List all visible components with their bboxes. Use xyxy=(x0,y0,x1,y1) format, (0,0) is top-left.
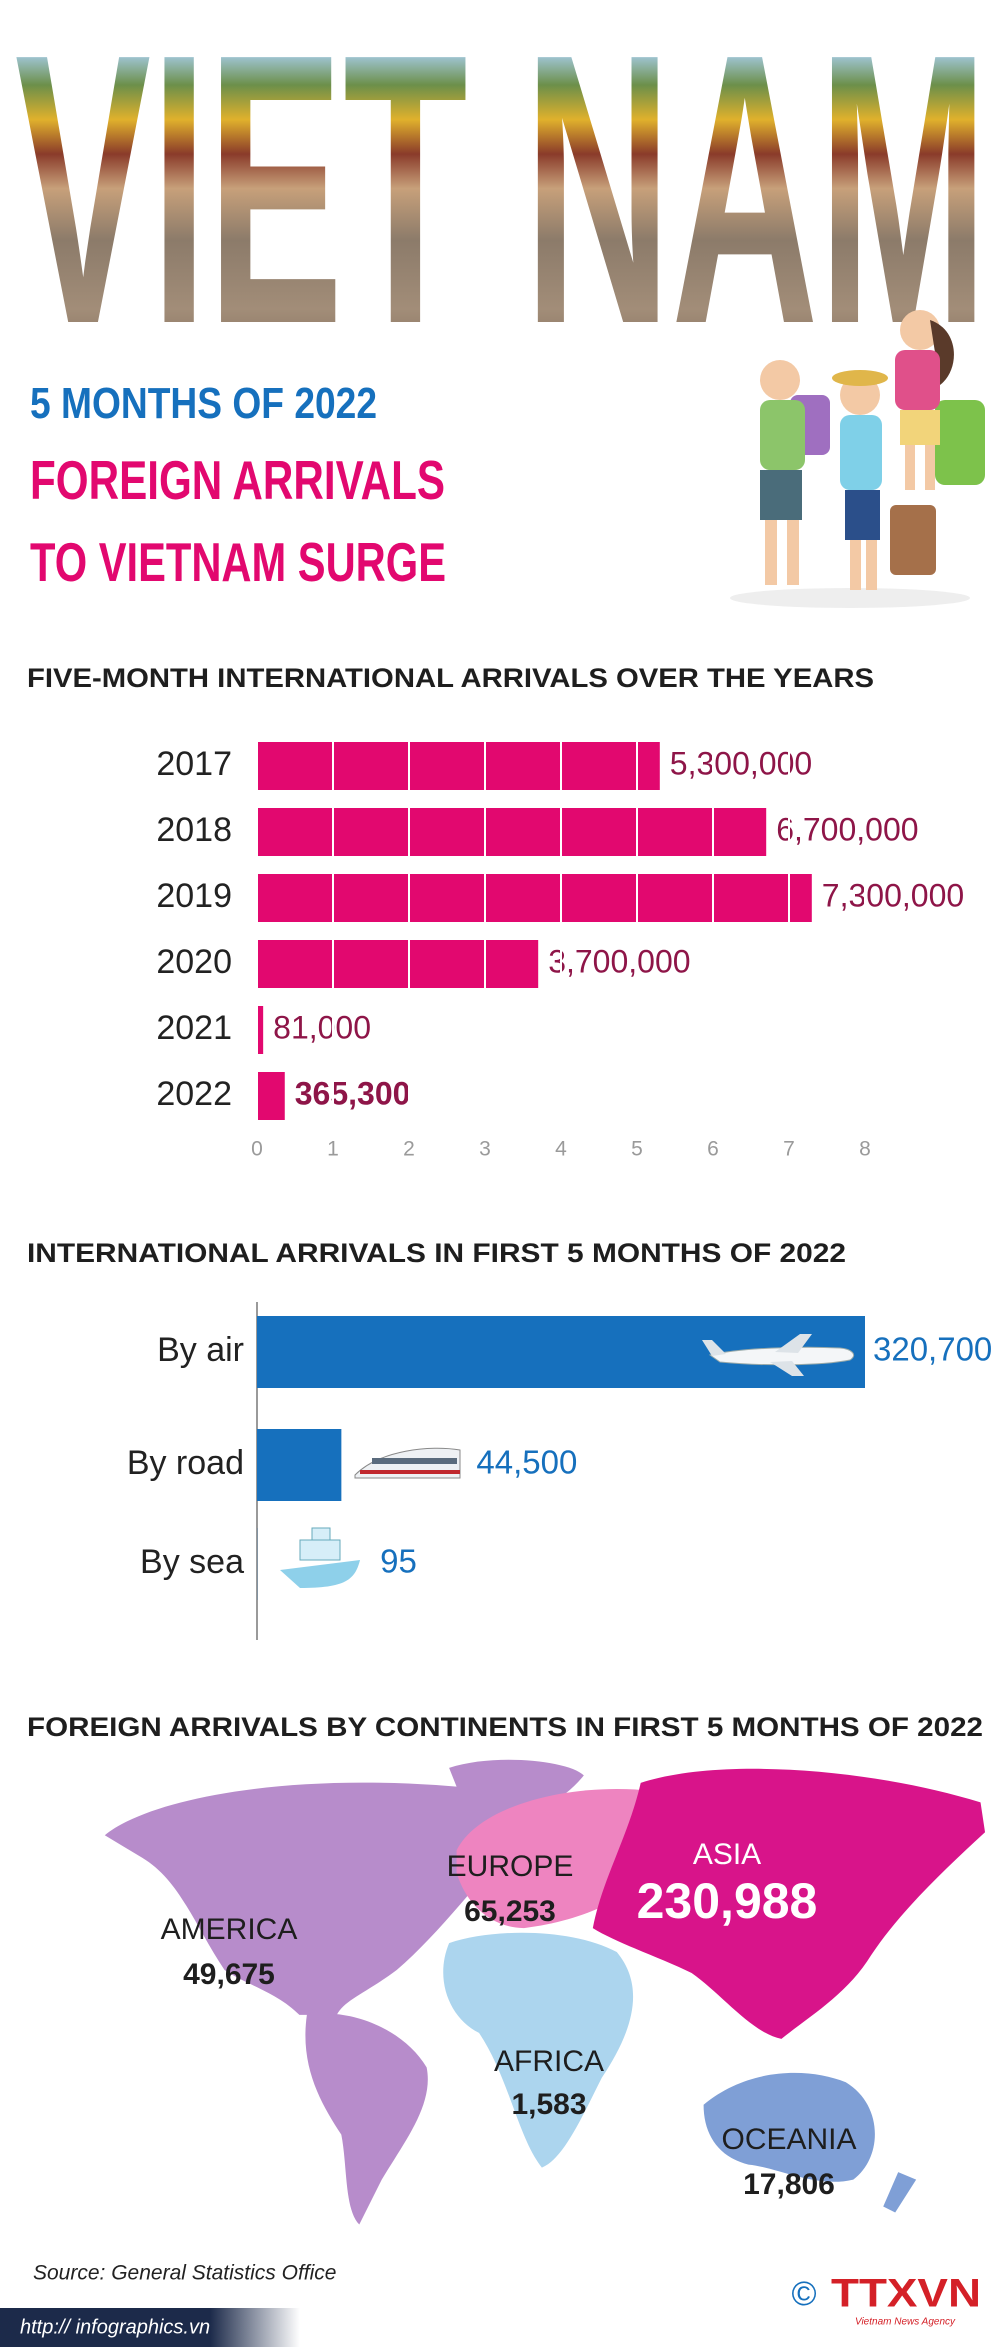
ship-icon xyxy=(280,1527,360,1588)
chart-title: FOREIGN ARRIVALS BY CONTINENTS IN FIRST … xyxy=(27,1712,983,1742)
x-tick-label: 4 xyxy=(555,1138,567,1161)
continent-value: 49,675 xyxy=(183,1958,275,1991)
value-label: 81,000 xyxy=(273,1009,371,1045)
tourists-illustration xyxy=(730,310,985,608)
y-tick-label: 2017 xyxy=(156,745,232,783)
x-tick-label: 0 xyxy=(251,1138,263,1161)
continent-name: AMERICA xyxy=(161,1913,298,1946)
bar xyxy=(257,1006,264,1054)
continent-name: ASIA xyxy=(693,1838,761,1871)
bar xyxy=(257,1072,285,1120)
continent-value: 1,583 xyxy=(511,2088,586,2121)
continent-value: 65,253 xyxy=(464,1895,556,1928)
y-tick-label: 2020 xyxy=(156,943,232,981)
x-tick-label: 5 xyxy=(631,1138,643,1161)
value-label: 5,300,000 xyxy=(670,745,812,781)
x-tick-label: 7 xyxy=(783,1138,795,1161)
title-line: FOREIGN ARRIVALS xyxy=(30,449,445,511)
value-label: 365,300 xyxy=(295,1075,411,1111)
map-shapes xyxy=(104,1759,986,2225)
x-tick-label: 2 xyxy=(403,1138,415,1161)
value-label: 44,500 xyxy=(476,1444,577,1481)
x-tick-label: 3 xyxy=(479,1138,491,1161)
chart-modes: By air 320,700 By road 44,500 By sea 95 xyxy=(127,1316,992,1600)
continent-value: 230,988 xyxy=(637,1873,818,1929)
url: http:// infographics.vn xyxy=(20,2316,210,2338)
value-label: 7,300,000 xyxy=(822,877,964,913)
banner-title: VIET NAM xyxy=(15,0,988,404)
agency: Vietnam News Agency xyxy=(855,2317,956,2328)
continent-name: OCEANIA xyxy=(721,2123,856,2156)
y-tick-label: 2022 xyxy=(156,1075,232,1113)
title-line: TO VIETNAM SURGE xyxy=(30,531,446,593)
y-tick-label: By air xyxy=(157,1331,244,1369)
value-label: 320,700 xyxy=(873,1331,992,1368)
value-label: 95 xyxy=(380,1543,417,1580)
copyright: © xyxy=(791,2275,816,2313)
source: Source: General Statistics Office xyxy=(33,2262,336,2285)
train-icon xyxy=(354,1447,461,1479)
continent xyxy=(443,1932,634,2168)
continent-name: EUROPE xyxy=(447,1850,574,1883)
chart-title: INTERNATIONAL ARRIVALS IN FIRST 5 MONTHS… xyxy=(27,1238,846,1268)
value-label: 6,700,000 xyxy=(776,811,918,847)
plane-icon xyxy=(702,1334,855,1376)
bar xyxy=(257,1429,342,1501)
y-tick-label: 2021 xyxy=(156,1009,232,1047)
x-tick-label: 8 xyxy=(859,1138,871,1161)
chart-title: FIVE-MONTH INTERNATIONAL ARRIVALS OVER T… xyxy=(27,663,874,693)
continent xyxy=(592,1768,986,2039)
footer-strip xyxy=(0,2308,300,2347)
y-tick-label: By road xyxy=(127,1444,244,1482)
continent xyxy=(703,2072,917,2213)
logo: TTXVN xyxy=(831,2272,981,2316)
y-tick-label: By sea xyxy=(140,1543,244,1581)
bar xyxy=(257,808,767,856)
y-tick-label: 2018 xyxy=(156,811,232,849)
continent-value: 17,806 xyxy=(743,2168,835,2201)
bar xyxy=(257,874,812,922)
bar xyxy=(257,940,539,988)
continent-name: AFRICA xyxy=(494,2045,604,2078)
bar xyxy=(257,742,660,790)
x-tick-label: 1 xyxy=(327,1138,339,1161)
y-tick-label: 2019 xyxy=(156,877,232,915)
x-tick-label: 6 xyxy=(707,1138,719,1161)
value-label: 3,700,000 xyxy=(548,943,690,979)
kicker: 5 MONTHS OF 2022 xyxy=(30,379,377,428)
